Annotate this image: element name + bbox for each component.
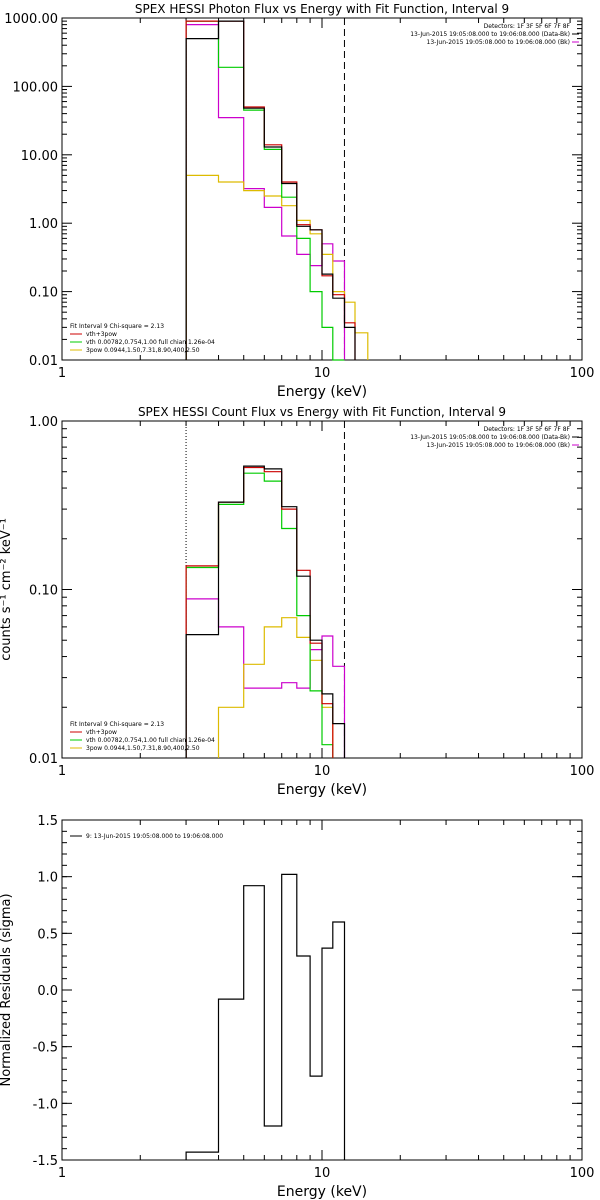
- series-line: [185, 20, 345, 361]
- chart-title: SPEX HESSI Count Flux vs Energy with Fit…: [138, 405, 506, 419]
- legend-right-text: 13-Jun-2015 19:05:08.000 to 19:06:08.000…: [427, 39, 570, 46]
- y-tick-label: 1.00: [29, 217, 58, 232]
- legend-left-text: vth+3pow: [86, 331, 117, 338]
- y-tick-label: -0.5: [33, 1041, 58, 1056]
- x-tick-label: 100: [570, 764, 595, 779]
- x-axis-label: Energy (keV): [277, 1184, 367, 1200]
- legend-left-text: 3pow 0.0944,1.50,7.31,8.90,400,2.50: [86, 347, 200, 354]
- y-tick-label: 0.01: [29, 752, 58, 767]
- legend-left-text: 3pow 0.0944,1.50,7.31,8.90,400,2.50: [86, 745, 200, 752]
- y-tick-label: 0.0: [37, 984, 58, 999]
- legend-left-text: Fit Interval 9 Chi-square = 2.13: [70, 323, 164, 330]
- y-tick-label: -1.0: [33, 1097, 58, 1112]
- x-axis-label: Energy (keV): [277, 782, 367, 798]
- legend-right-text: 13-Jun-2015 19:05:08.000 to 19:06:08.000…: [410, 31, 570, 38]
- y-tick-label: 100.00: [13, 80, 59, 95]
- legend-right-text: Detectors: 1F 3F 5F 6F 7F 8F: [484, 426, 571, 433]
- x-tick-label: 100: [570, 1166, 595, 1181]
- x-tick-label: 1: [58, 366, 66, 381]
- x-axis-label: Energy (keV): [277, 384, 367, 400]
- y-tick-label: 1.00: [29, 415, 58, 430]
- y-tick-label: 0.10: [29, 286, 58, 301]
- legend-right-text: 13-Jun-2015 19:05:08.000 to 19:06:08.000…: [410, 434, 570, 441]
- legend-left-text: Fit Interval 9 Chi-square = 2.13: [70, 721, 164, 728]
- chart-title: SPEX HESSI Photon Flux vs Energy with Fi…: [135, 2, 509, 16]
- y-axis-label: counts s⁻¹ cm⁻² keV⁻¹: [0, 518, 14, 661]
- legend-right-text: 13-Jun-2015 19:05:08.000 to 19:06:08.000…: [427, 442, 570, 449]
- series-line: [185, 472, 334, 758]
- y-tick-label: 0.10: [29, 584, 58, 599]
- series-line: [185, 466, 334, 758]
- y-tick-label: 10.00: [21, 149, 58, 164]
- series-line: [185, 24, 346, 360]
- x-tick-label: 10: [314, 764, 331, 779]
- x-tick-label: 10: [314, 1166, 331, 1181]
- series-line: [185, 873, 346, 1160]
- series-line: [185, 174, 369, 360]
- legend-left-text: vth 0.00782,0.754,1.00 full chian 1.26e-…: [86, 737, 215, 744]
- y-tick-label: -1.5: [33, 1154, 58, 1169]
- legend-left-text: 9: 13-Jun-2015 19:05:08.000 to 19:06:08.…: [86, 833, 223, 840]
- y-axis-label: Normalized Residuals (sigma): [0, 893, 14, 1086]
- y-tick-label: 1000.00: [4, 12, 58, 27]
- series-line: [185, 598, 346, 758]
- y-tick-label: 1.5: [37, 814, 58, 829]
- series-line: [185, 20, 356, 360]
- x-tick-label: 1: [58, 1166, 66, 1181]
- x-tick-label: 1: [58, 764, 66, 779]
- x-tick-label: 10: [314, 366, 331, 381]
- series-line: [185, 465, 346, 758]
- legend-right-text: Detectors: 1F 3F 5F 6F 7F 8F: [484, 23, 571, 30]
- series-line: [185, 20, 356, 360]
- y-tick-label: 0.5: [37, 927, 58, 942]
- legend-left-text: vth 0.00782,0.754,1.00 full chian 1.26e-…: [86, 339, 215, 346]
- x-tick-label: 100: [570, 366, 595, 381]
- y-tick-label: 0.01: [29, 354, 58, 369]
- y-tick-label: 1.0: [37, 871, 58, 886]
- legend-left-text: vth+3pow: [86, 729, 117, 736]
